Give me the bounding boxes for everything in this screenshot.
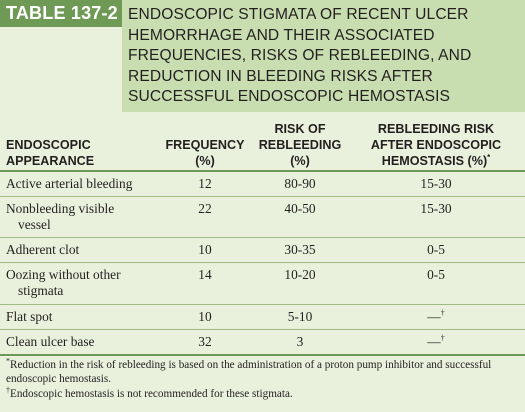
- cell-text: stigmata: [18, 283, 64, 298]
- column-header-line: AFTER ENDOSCOPIC: [370, 138, 502, 152]
- cell-frequency: 10: [198, 242, 212, 257]
- cell-text: —: [427, 334, 441, 349]
- title-area: TABLE 137-2 ENDOSCOPIC STIGMATA OF RECEN…: [0, 0, 525, 112]
- row-divider: [0, 262, 525, 263]
- column-header-line: APPEARANCE: [6, 154, 95, 168]
- cell-frequency: 22: [198, 201, 212, 216]
- column-header-line: REBLEEDING RISK: [377, 122, 495, 136]
- column-header-line: FREQUENCY: [165, 138, 245, 152]
- cell-text: Oozing without other: [6, 267, 121, 282]
- cell-frequency: 32: [198, 334, 212, 349]
- cell-after-hemostasis: 15-30: [356, 176, 516, 192]
- title-line: SUCCESSFUL ENDOSCOPIC HEMOSTASIS: [128, 88, 451, 105]
- footnote-text: Reduction in the risk of rebleeding is b…: [6, 359, 492, 385]
- cell-frequency: 14: [198, 267, 212, 282]
- column-header-after-hemostasis: REBLEEDING RISK AFTER ENDOSCOPIC HEMOSTA…: [356, 121, 516, 169]
- cell-appearance: Clean ulcer base: [6, 334, 94, 350]
- column-header-line: (%): [195, 154, 215, 168]
- table-title: ENDOSCOPIC STIGMATA OF RECENT ULCER HEMO…: [122, 0, 525, 112]
- cell-risk: 10-20: [284, 267, 316, 282]
- cell-after-hemostasis: —†: [356, 309, 516, 325]
- cell-after-hemostasis: 0-5: [356, 242, 516, 258]
- footnote-marker: *: [487, 152, 491, 162]
- cell-appearance: Oozing without other stigmata: [6, 267, 121, 299]
- cell-text: 15-30: [420, 176, 452, 191]
- footnote-marker: †: [6, 385, 10, 395]
- cell-text: Flat spot: [6, 309, 53, 324]
- cell-frequency: 12: [198, 176, 212, 191]
- table-bottom-rule: [0, 354, 525, 356]
- row-divider: [0, 304, 525, 305]
- column-header-frequency: FREQUENCY (%): [160, 137, 250, 169]
- cell-text: 0-5: [427, 242, 445, 257]
- column-header-line: REBLEEDING: [258, 138, 342, 152]
- cell-risk: 40-50: [284, 201, 316, 216]
- cell-after-hemostasis: 15-30: [356, 201, 516, 217]
- footnote-reduction: *Reduction in the risk of rebleeding is …: [6, 356, 520, 386]
- row-divider: [0, 196, 525, 197]
- cell-after-hemostasis: —†: [356, 334, 516, 350]
- header-divider: [0, 170, 525, 172]
- cell-text: Clean ulcer base: [6, 334, 95, 349]
- column-header-line: (%): [290, 154, 310, 168]
- cell-risk: 3: [296, 334, 304, 349]
- footnote-marker: †: [440, 308, 445, 318]
- title-line: REDUCTION IN BLEEDING RISKS AFTER: [128, 67, 433, 85]
- title-line: FREQUENCIES, RISKS OF REBLEEDING, AND: [128, 47, 472, 64]
- footnote-marker: *: [6, 356, 10, 366]
- cell-appearance: Adherent clot: [6, 242, 79, 258]
- footnote-text: Endoscopic hemostasis is not recommended…: [10, 388, 293, 400]
- title-line: ENDOSCOPIC STIGMATA OF RECENT ULCER: [128, 6, 469, 23]
- cell-text: vessel: [18, 217, 51, 232]
- cell-text: 15-30: [420, 201, 452, 216]
- row-divider: [0, 329, 525, 330]
- cell-text: —: [427, 309, 441, 324]
- column-header-appearance: ENDOSCOPIC APPEARANCE: [6, 137, 94, 169]
- cell-risk: 30-35: [284, 242, 316, 257]
- cell-appearance: Nonbleeding visible vessel: [6, 201, 114, 233]
- cell-risk: 5-10: [287, 309, 313, 324]
- cell-after-hemostasis: 0-5: [356, 267, 516, 283]
- column-header-risk: RISK OF REBLEEDING (%): [250, 121, 350, 169]
- cell-text: Nonbleeding visible: [6, 201, 115, 216]
- column-header-line: ENDOSCOPIC: [6, 138, 91, 152]
- cell-frequency: 10: [198, 309, 212, 324]
- cell-appearance: Active arterial bleeding: [6, 176, 132, 192]
- footnote-marker: †: [440, 333, 445, 343]
- cell-risk: 80-90: [284, 176, 316, 191]
- column-header-line: RISK OF: [274, 122, 326, 136]
- cell-text: Adherent clot: [6, 242, 80, 257]
- footnote-not-recommended: †Endoscopic hemostasis is not recommende…: [6, 385, 520, 401]
- column-header-line: HEMOSTASIS (%)*: [356, 153, 516, 169]
- cell-text: Active arterial bleeding: [6, 176, 133, 191]
- table-number-label: TABLE 137-2: [0, 0, 122, 27]
- column-header-text: HEMOSTASIS (%): [381, 154, 488, 168]
- row-divider: [0, 237, 525, 238]
- title-line: HEMORRHAGE AND THEIR ASSOCIATED: [128, 26, 435, 44]
- cell-appearance: Flat spot: [6, 309, 53, 325]
- cell-text: 0-5: [427, 267, 445, 282]
